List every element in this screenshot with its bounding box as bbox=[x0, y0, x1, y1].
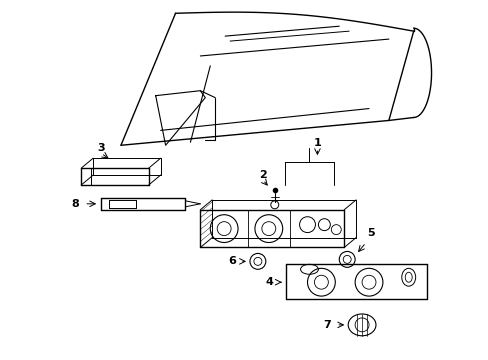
Text: 7: 7 bbox=[323, 320, 330, 330]
Text: 8: 8 bbox=[71, 199, 79, 209]
Text: 5: 5 bbox=[366, 228, 374, 238]
Text: 2: 2 bbox=[259, 170, 266, 180]
Text: 6: 6 bbox=[228, 256, 236, 266]
Text: 4: 4 bbox=[265, 277, 273, 287]
Text: 1: 1 bbox=[313, 138, 321, 148]
Text: 3: 3 bbox=[97, 143, 105, 153]
